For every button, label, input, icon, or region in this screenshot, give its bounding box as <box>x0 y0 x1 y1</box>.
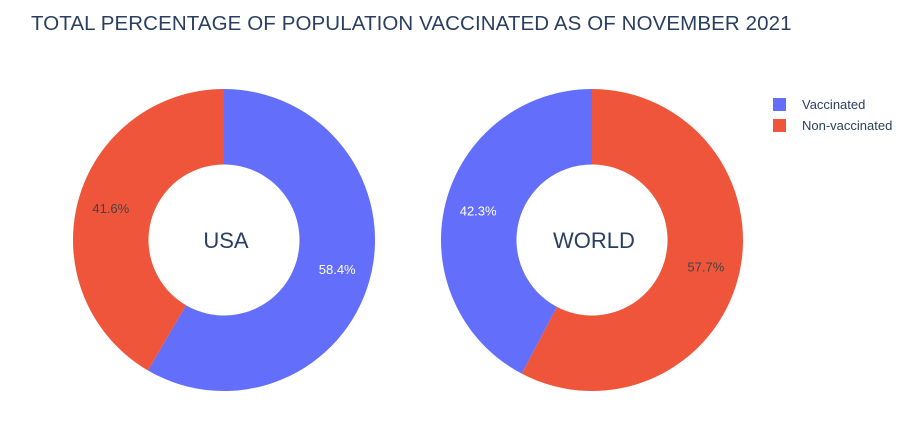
world-slice-label: 57.7% <box>687 260 724 275</box>
center-label-usa: USA <box>203 228 249 253</box>
world-slice-vaccinated <box>441 89 592 374</box>
donut-usa: 58.4% 41.6% USA <box>73 88 375 391</box>
chart-title: TOTAL PERCENTAGE OF POPULATION VACCINATE… <box>31 12 792 35</box>
legend: Vaccinated Non-vaccinated <box>773 94 892 136</box>
legend-swatch <box>773 119 786 132</box>
legend-label: Vaccinated <box>802 97 866 112</box>
world-slice-non-vaccinated <box>521 89 744 392</box>
world-slice-label: 42.3% <box>460 203 497 218</box>
usa-slice-non-vaccinated <box>73 88 224 371</box>
center-label-world: WORLD <box>553 228 635 253</box>
usa-slice-label: 58.4% <box>319 262 356 277</box>
legend-label: Non-vaccinated <box>802 118 893 133</box>
legend-swatch <box>773 98 786 111</box>
usa-slice-vaccinated <box>147 89 375 391</box>
donut-world: 57.7% 42.3% WORLD <box>441 89 744 392</box>
usa-slice-label: 41.6% <box>92 201 129 216</box>
legend-item-vaccinated[interactable]: Vaccinated <box>773 94 892 115</box>
legend-item-non-vaccinated[interactable]: Non-vaccinated <box>773 115 892 136</box>
